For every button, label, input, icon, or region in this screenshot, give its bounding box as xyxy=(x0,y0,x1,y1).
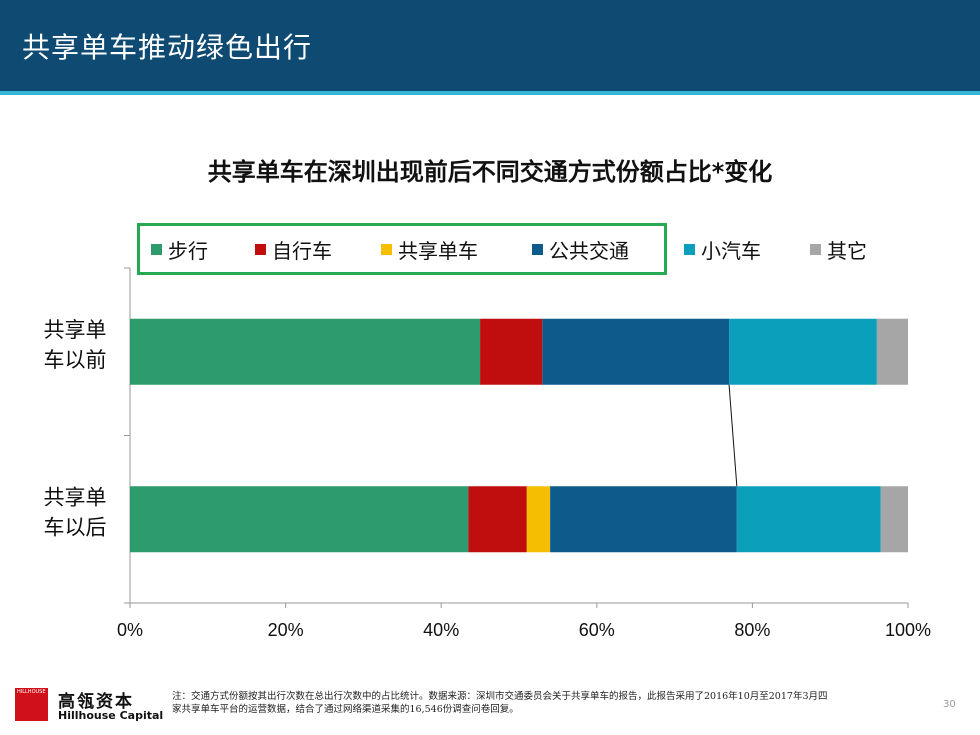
legend-label: 共享单车 xyxy=(398,238,478,263)
legend-swatch xyxy=(151,243,162,255)
legend-item-other: 其它 xyxy=(810,238,867,263)
bar-segment-1-2 xyxy=(526,486,551,553)
legend-item-bicycle: 自行车 xyxy=(255,238,332,263)
footnote: 注：交通方式份额按其出行次数在总出行次数中的占比统计。数据来源：深圳市交通委员会… xyxy=(172,691,828,715)
x-tick-label: 0% xyxy=(117,620,143,640)
legend-swatch xyxy=(255,243,266,255)
series-connector-line xyxy=(728,384,738,487)
legend-swatch xyxy=(810,243,821,255)
x-tick-label: 40% xyxy=(423,620,459,640)
page-number: 30 xyxy=(943,699,956,710)
x-tick-label: 20% xyxy=(268,620,304,640)
legend-label: 其它 xyxy=(827,238,867,263)
legend-item-car: 小汽车 xyxy=(684,238,761,263)
legend-swatch xyxy=(684,243,695,255)
x-tick-label: 80% xyxy=(734,620,770,640)
chart-title: 共享单车在深圳出现前后不同交通方式份额占比*变化 xyxy=(207,158,773,186)
legend-swatch xyxy=(381,243,392,255)
chart-legend xyxy=(137,223,667,275)
legend-item-public-transit: 公共交通 xyxy=(532,238,629,263)
brand-name-cn: 高瓴资本 xyxy=(58,692,134,712)
legend-swatch xyxy=(532,243,543,255)
bar-segment-1-3 xyxy=(550,486,737,553)
brand-name-en: Hillhouse Capital xyxy=(58,709,164,722)
slide-header xyxy=(0,0,980,91)
legend-item-walk: 步行 xyxy=(151,238,208,263)
legend-label: 小汽车 xyxy=(701,238,761,263)
header-accent-line xyxy=(0,91,980,95)
slide-title: 共享单车推动绿色出行 xyxy=(22,31,313,64)
bar-segment-0-5 xyxy=(876,318,908,385)
category-label: 车以前 xyxy=(44,348,107,372)
bar-segment-1-4 xyxy=(736,486,881,553)
legend-label: 公共交通 xyxy=(549,238,629,263)
logo-mark-text: HILLHOUSE xyxy=(17,689,46,695)
legend-label: 自行车 xyxy=(272,238,332,263)
bar-segment-0-1 xyxy=(480,318,543,385)
category-label: 共享单 xyxy=(44,485,107,509)
bar-segment-1-1 xyxy=(468,486,527,553)
category-label: 车以后 xyxy=(44,515,107,539)
bar-segment-0-3 xyxy=(542,318,730,385)
bar-segment-0-0 xyxy=(130,318,481,385)
legend-label: 步行 xyxy=(168,238,208,263)
bar-segment-1-0 xyxy=(130,486,469,553)
bar-segment-0-4 xyxy=(729,318,877,385)
x-tick-label: 100% xyxy=(885,620,931,640)
x-tick-label: 60% xyxy=(579,620,615,640)
category-label: 共享单 xyxy=(44,318,107,342)
bar-segment-1-5 xyxy=(880,486,908,553)
hillhouse-logo-icon xyxy=(15,688,48,721)
legend-item-shared-bike: 共享单车 xyxy=(381,238,478,263)
